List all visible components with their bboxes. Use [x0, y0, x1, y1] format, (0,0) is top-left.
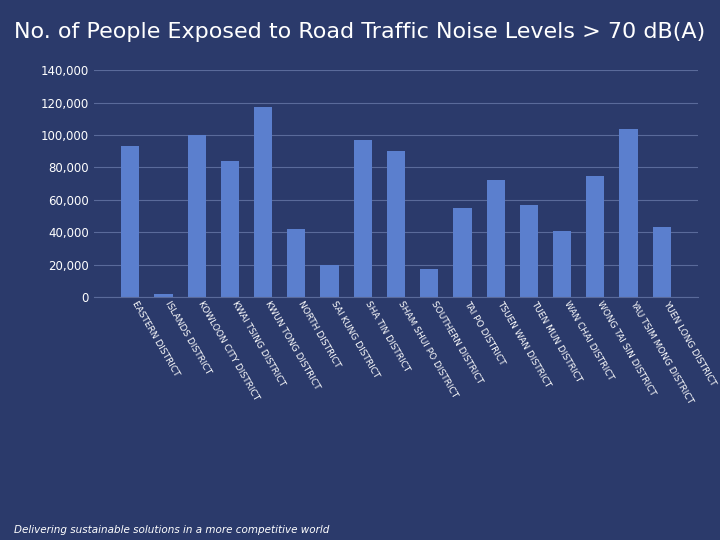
- Bar: [354, 140, 372, 297]
- Bar: [287, 229, 305, 297]
- Bar: [320, 265, 338, 297]
- Bar: [619, 129, 638, 297]
- Bar: [154, 294, 173, 297]
- Bar: [652, 227, 671, 297]
- Bar: [187, 135, 206, 297]
- Bar: [121, 146, 140, 297]
- Bar: [553, 231, 571, 297]
- Bar: [487, 180, 505, 297]
- Bar: [221, 161, 239, 297]
- Bar: [454, 208, 472, 297]
- Text: No. of People Exposed to Road Traffic Noise Levels > 70 dB(A): No. of People Exposed to Road Traffic No…: [14, 22, 706, 42]
- Text: Delivering sustainable solutions in a more competitive world: Delivering sustainable solutions in a mo…: [14, 524, 330, 535]
- Bar: [254, 107, 272, 297]
- Bar: [387, 151, 405, 297]
- Bar: [520, 205, 538, 297]
- Bar: [420, 269, 438, 297]
- Bar: [586, 176, 605, 297]
